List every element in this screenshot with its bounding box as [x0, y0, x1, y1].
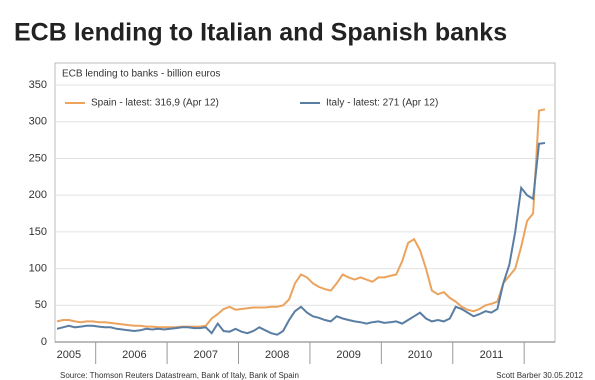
series-line: [56, 108, 546, 329]
y-tick-label: 0: [41, 336, 47, 348]
x-tick-label: 2005: [57, 349, 81, 361]
subtitle: ECB lending to banks - billion euros: [62, 69, 220, 80]
x-tick-label: 2009: [336, 349, 360, 361]
y-tick-label: 350: [29, 79, 47, 91]
legend-label: Italy - latest: 271 (Apr 12): [326, 98, 438, 109]
x-tick-label: 2007: [194, 349, 218, 361]
y-tick-label: 300: [29, 116, 47, 128]
chart-title: ECB lending to Italian and Spanish banks: [14, 19, 507, 47]
x-tick-label: 2008: [265, 349, 289, 361]
y-tick-label: 100: [29, 262, 47, 274]
credit: Scott Barber 30.05.2012: [496, 371, 583, 380]
source: Source: Thomson Reuters Datastream, Bank…: [60, 371, 299, 380]
y-tick-label: 50: [35, 299, 47, 311]
x-tick-label: 2011: [480, 349, 504, 361]
x-tick-label: 2006: [122, 349, 146, 361]
series-line: [56, 142, 546, 336]
legend-label: Spain - latest: 316,9 (Apr 12): [91, 98, 219, 109]
y-tick-label: 250: [29, 152, 47, 164]
y-tick-label: 150: [29, 226, 47, 238]
y-tick-label: 200: [29, 189, 47, 201]
x-tick-label: 2010: [408, 349, 432, 361]
